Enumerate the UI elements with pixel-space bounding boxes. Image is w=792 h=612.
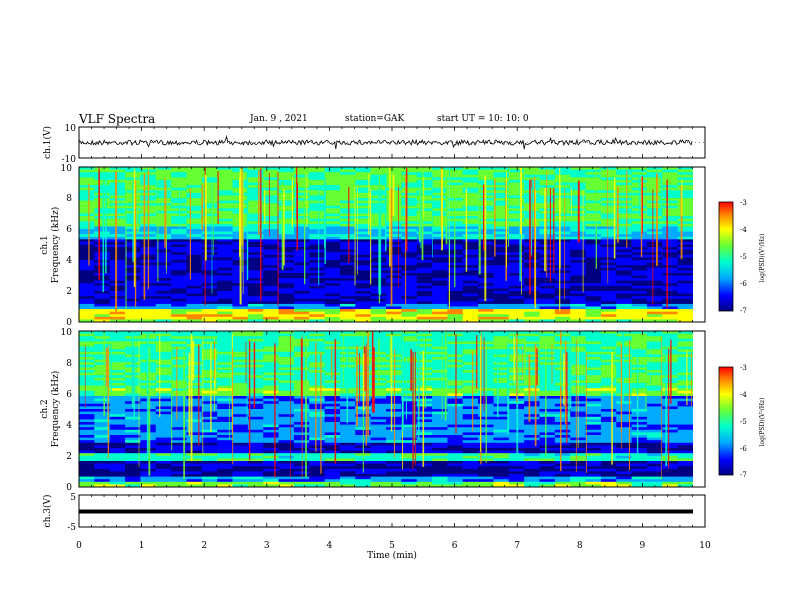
spec1-ytick-10: 10: [61, 164, 73, 174]
header-start-ut: start UT = 10: 10: 0: [437, 114, 529, 124]
ch1-spectrogram-image: [79, 167, 705, 323]
xtick-1: 1: [139, 541, 145, 551]
panel-ch1-spectrogram: 0 2 4 6 8 10 ch.1 Frequency (kHz): [40, 164, 706, 328]
xtick-6: 6: [452, 541, 458, 551]
cb1-tick-m3: -3: [740, 199, 747, 207]
spec1-ylabel-channel: ch.1: [40, 235, 50, 254]
colorbar-2: -3 -4 -5 -6 -7 log(PSD)(V²/Hz): [718, 364, 766, 479]
spec2-ylabel-freq: Frequency (kHz): [50, 371, 61, 448]
time-axis: 0 1 2 3 4 5 6 7 8 9 10 Time (min): [76, 541, 711, 561]
ch1-waveform-line: [78, 135, 693, 150]
cb2-label: log(PSD)(V²/Hz): [759, 398, 766, 447]
xtick-5: 5: [389, 541, 395, 551]
ch1-ytick-top: 10: [65, 124, 77, 134]
cb1-tick-m4: -4: [740, 226, 747, 234]
spec1-ytick-6: 6: [66, 225, 72, 235]
cb2-tick-m5: -5: [740, 418, 747, 426]
panel-ch3-waveform: 5 -5 ch.3(V): [42, 493, 706, 533]
cb1-tick-m7: -7: [740, 307, 747, 315]
xtick-2: 2: [201, 541, 207, 551]
chart-title: VLF Spectra: [79, 112, 156, 126]
spec1-ytick-8: 8: [66, 194, 72, 204]
spec2-ytick-4: 4: [66, 421, 72, 431]
cb2-tick-m7: -7: [740, 471, 747, 479]
xtick-9: 9: [640, 541, 646, 551]
xtick-3: 3: [264, 541, 270, 551]
spec1-ytick-0: 0: [66, 318, 72, 328]
time-tick-marks: [78, 127, 706, 527]
colorbar-1: -3 -4 -5 -6 -7 log(PSD)(V²/Hz): [718, 199, 766, 315]
ch1-ylabel: ch.1(V): [42, 126, 53, 159]
header-date: Jan. 9 , 2021: [250, 114, 308, 124]
xaxis-label: Time (min): [367, 550, 417, 561]
cb2-tick-m6: -6: [740, 445, 747, 453]
spec1-ylabel-freq: Frequency (kHz): [50, 207, 61, 284]
spec1-ytick-2: 2: [66, 287, 72, 297]
spec2-ytick-10: 10: [61, 328, 73, 338]
ch2-spectrogram-image: [79, 331, 705, 488]
ch3-ytick-bottom: -5: [67, 523, 76, 533]
spec2-ytick-8: 8: [66, 359, 72, 369]
xtick-7: 7: [514, 541, 520, 551]
cb1-tick-m5: -5: [740, 253, 747, 261]
cb2-tick-m4: -4: [740, 391, 747, 399]
xtick-8: 8: [577, 541, 583, 551]
xtick-4: 4: [327, 541, 333, 551]
panel-ch1-waveform: 10 -10 ch.1(V): [42, 124, 706, 165]
header-station: station=GAK: [345, 114, 405, 124]
xtick-10: 10: [699, 541, 711, 551]
spec2-ytick-2: 2: [66, 452, 72, 462]
cb1-tick-m6: -6: [740, 280, 747, 288]
ch3-ytick-top: 5: [70, 493, 76, 503]
cb2-tick-m3: -3: [740, 364, 747, 372]
ch1-ytick-bottom: -10: [62, 155, 77, 165]
panel-ch2-spectrogram: 0 2 4 6 8 10 ch.2 Frequency (kHz): [40, 328, 706, 493]
xtick-0: 0: [76, 541, 82, 551]
spec2-ylabel-channel: ch.2: [40, 399, 50, 418]
spec1-ytick-4: 4: [66, 256, 72, 266]
ch3-ylabel: ch.3(V): [42, 495, 53, 528]
spec2-ytick-6: 6: [66, 390, 72, 400]
spec2-ytick-0: 0: [66, 483, 72, 493]
cb1-label: log(PSD)(V²/Hz): [759, 234, 766, 283]
